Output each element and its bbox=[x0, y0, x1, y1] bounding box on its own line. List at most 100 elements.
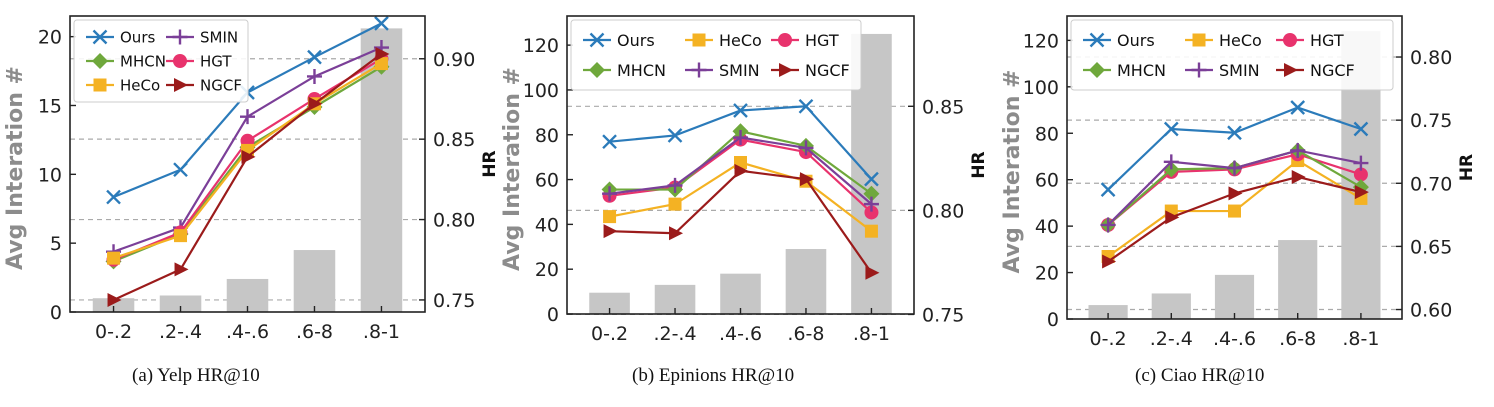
right-axis-label: HR bbox=[480, 150, 500, 177]
series-point-smin bbox=[1100, 217, 1116, 233]
interaction-bar bbox=[1214, 274, 1255, 319]
legend-label-heco: HeCo bbox=[1219, 31, 1262, 50]
series-point-heco bbox=[668, 197, 682, 211]
x-tick-label: .6-8 bbox=[787, 323, 824, 345]
legend-marker-ngcf bbox=[1284, 63, 1298, 77]
legend-label-mhcn: MHCN bbox=[617, 61, 666, 80]
interaction-bar bbox=[92, 298, 135, 312]
series-point-ours bbox=[1290, 100, 1306, 115]
series-point-ngcf bbox=[308, 96, 323, 111]
left-tick-label: 5 bbox=[50, 233, 62, 255]
x-tick-label: .2-.4 bbox=[159, 321, 202, 343]
right-tick-label: 0.80 bbox=[1410, 47, 1452, 69]
right-tick-label: 0.80 bbox=[922, 200, 964, 222]
legend-marker-hgt bbox=[1283, 33, 1297, 47]
series-point-ours bbox=[1163, 121, 1179, 137]
x-tick-label: .4-.6 bbox=[226, 321, 269, 343]
right-tick-label: 0.90 bbox=[433, 49, 475, 71]
legend-marker-mhcn bbox=[589, 62, 605, 78]
interaction-bar bbox=[589, 292, 630, 314]
legend-label-hgt: HGT bbox=[1310, 31, 1344, 50]
series-point-ours bbox=[602, 134, 617, 150]
series-point-ngcf bbox=[1165, 210, 1180, 225]
series-point-ngcf bbox=[865, 265, 880, 280]
series-point-ngcf bbox=[107, 292, 122, 307]
left-axis-label: Avg Interation # bbox=[500, 67, 525, 271]
right-axis-label: HR bbox=[1457, 154, 1477, 181]
legend-marker-heco bbox=[93, 78, 107, 92]
left-tick-label: 40 bbox=[1035, 216, 1059, 238]
series-point-smin bbox=[1353, 155, 1369, 171]
x-tick-label: .8-1 bbox=[1342, 328, 1379, 350]
legend-marker-heco bbox=[692, 33, 706, 47]
panel-caption: (c) Ciao HR@10 bbox=[1135, 365, 1264, 386]
left-tick-label: 20 bbox=[535, 259, 559, 281]
left-tick-label: 80 bbox=[535, 125, 559, 147]
left-tick-label: 0 bbox=[547, 304, 559, 326]
interaction-bar bbox=[293, 250, 336, 312]
series-line-ngcf bbox=[609, 169, 873, 274]
x-tick-label: .2-.4 bbox=[1150, 328, 1193, 350]
series-point-ngcf bbox=[1102, 254, 1117, 269]
legend-label-ours: Ours bbox=[617, 31, 655, 50]
series-point-ours bbox=[307, 49, 322, 65]
left-tick-label: 60 bbox=[535, 170, 559, 192]
right-tick-label: 0.75 bbox=[922, 304, 964, 326]
left-tick-label: 20 bbox=[1035, 263, 1059, 285]
series-point-ours bbox=[374, 16, 389, 31]
x-tick-label: .4-.6 bbox=[719, 323, 762, 345]
series-point-ngcf bbox=[734, 163, 749, 178]
legend-marker-ngcf bbox=[174, 78, 188, 92]
series-point-ours bbox=[173, 162, 188, 178]
panel-caption: (a) Yelp HR@10 bbox=[132, 365, 260, 386]
series-point-ngcf bbox=[669, 226, 684, 241]
right-tick-label: 0.65 bbox=[1410, 236, 1452, 258]
legend-marker-ours bbox=[1089, 32, 1105, 48]
legend-marker-smin bbox=[691, 62, 707, 78]
series-point-ours bbox=[1227, 125, 1242, 141]
x-tick-label: .2-.4 bbox=[653, 323, 696, 345]
series-point-hgt bbox=[864, 205, 879, 220]
right-tick-label: 0.80 bbox=[433, 210, 475, 232]
legend-marker-heco bbox=[1192, 33, 1206, 47]
interaction-bar bbox=[785, 249, 827, 314]
x-tick-label: .6-8 bbox=[1279, 328, 1316, 350]
left-tick-label: 100 bbox=[1023, 77, 1059, 99]
left-tick-label: 20 bbox=[38, 27, 62, 49]
series-point-heco bbox=[864, 224, 878, 238]
legend-label-ngcf: NGCF bbox=[805, 61, 850, 80]
series-point-ours bbox=[733, 103, 748, 118]
series-point-ngcf bbox=[603, 224, 618, 239]
legend-box bbox=[73, 19, 249, 103]
left-tick-label: 40 bbox=[535, 214, 559, 236]
left-tick-label: 0 bbox=[1047, 309, 1059, 331]
right-tick-label: 0.85 bbox=[433, 129, 475, 151]
series-point-ngcf bbox=[1291, 169, 1306, 184]
series-point-mhcn bbox=[863, 185, 880, 202]
legend-marker-hgt bbox=[173, 54, 187, 68]
left-tick-label: 120 bbox=[523, 35, 559, 57]
series-point-smin bbox=[863, 196, 879, 212]
series-point-smin bbox=[1227, 160, 1242, 176]
left-tick-label: 15 bbox=[38, 95, 62, 117]
left-tick-label: 60 bbox=[1035, 170, 1059, 192]
chart-panel-1: 0 5 10 15 20 0.75 0.80 0.85 0.90 0-.2 .2-.4 .4-.6 .6… bbox=[3, 15, 500, 386]
right-tick-label: 0.70 bbox=[1410, 173, 1452, 195]
series-point-ours bbox=[798, 98, 814, 114]
right-axis-label: HR bbox=[969, 151, 989, 178]
series-point-ours bbox=[864, 171, 879, 187]
chart-panel-2: 0 20 40 60 80 100 120 0.75 0.80 0.85 0-.2 .2-.4 .4-.… bbox=[500, 15, 989, 386]
x-tick-label: .8-1 bbox=[853, 323, 890, 345]
right-tick-label: 0.75 bbox=[1410, 110, 1452, 132]
interaction-bar bbox=[720, 273, 761, 314]
chart-panel-3: 0 20 40 60 80 100 120 0.60 0.65 0.70 0.75 0.80 0-.2.… bbox=[1000, 15, 1477, 386]
series-point-ngcf bbox=[241, 149, 256, 164]
series-point-ngcf bbox=[174, 262, 189, 277]
legend: Ours SMIN MHCN HGT HeCo NGCF bbox=[73, 19, 249, 103]
x-tick-label: .4-.6 bbox=[1213, 328, 1256, 350]
right-tick-label: 0.85 bbox=[922, 96, 964, 118]
x-tick-label: 0-.2 bbox=[1090, 328, 1127, 350]
legend-marker-ours bbox=[589, 32, 605, 48]
legend-label-ours: Ours bbox=[1117, 31, 1155, 50]
